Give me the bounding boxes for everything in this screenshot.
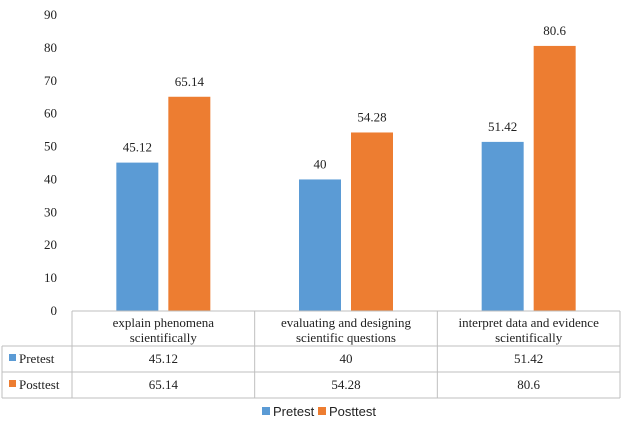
table-cell: 80.6 (517, 377, 540, 392)
category-label: scientifically (495, 330, 563, 345)
category-label: explain phenomena (113, 315, 215, 330)
bar-posttest-3 (533, 45, 576, 311)
y-tick-label: 20 (44, 237, 57, 252)
data-label: 40 (314, 156, 327, 171)
table-cell: 45.12 (149, 351, 178, 366)
y-tick-label: 60 (44, 106, 57, 121)
category-label: interpret data and evidence (458, 315, 599, 330)
y-tick-label: 30 (44, 204, 57, 219)
category-label: scientifically (130, 330, 198, 345)
legend-key-posttest (318, 407, 326, 415)
data-label: 45.12 (123, 140, 152, 155)
category-label: evaluating and designing (281, 315, 411, 330)
bar-pretest-1 (116, 162, 159, 311)
table-cell: 40 (340, 351, 353, 366)
data-label: 54.28 (357, 109, 386, 124)
legend-key-pretest (262, 407, 270, 415)
y-tick-label: 70 (44, 73, 57, 88)
bars: 45.12 65.14 40 54.28 51.42 80.6 (116, 23, 576, 311)
table-row-header: Pretest (19, 351, 55, 366)
table-row-header: Posttest (19, 377, 60, 392)
data-label: 51.42 (488, 119, 517, 134)
table-cell: 65.14 (149, 377, 179, 392)
bar-pretest-2 (299, 179, 341, 311)
table-legend-key (9, 380, 16, 387)
data-table: explain phenomenascientificallyevaluatin… (1, 310, 621, 399)
data-label: 65.14 (175, 74, 205, 89)
table-legend-key (9, 354, 16, 361)
y-tick-label: 50 (44, 139, 57, 154)
y-axis: 0 10 20 30 40 50 60 70 80 90 (44, 7, 57, 318)
y-tick-label: 40 (44, 171, 57, 186)
legend-label: Pretest (273, 404, 315, 419)
bar-posttest-2 (351, 132, 393, 311)
y-tick-label: 0 (51, 303, 58, 318)
y-tick-label: 10 (44, 270, 57, 285)
bar-posttest-1 (168, 96, 211, 311)
legend-label: Posttest (329, 404, 376, 419)
data-label: 80.6 (543, 23, 566, 38)
table-cell: 51.42 (514, 351, 543, 366)
table-cell: 54.28 (331, 377, 360, 392)
y-tick-label: 90 (44, 7, 57, 22)
category-label: scientific questions (296, 330, 396, 345)
bar-pretest-3 (481, 141, 524, 311)
y-tick-label: 80 (44, 40, 57, 55)
legend: Pretest Posttest (262, 404, 376, 419)
